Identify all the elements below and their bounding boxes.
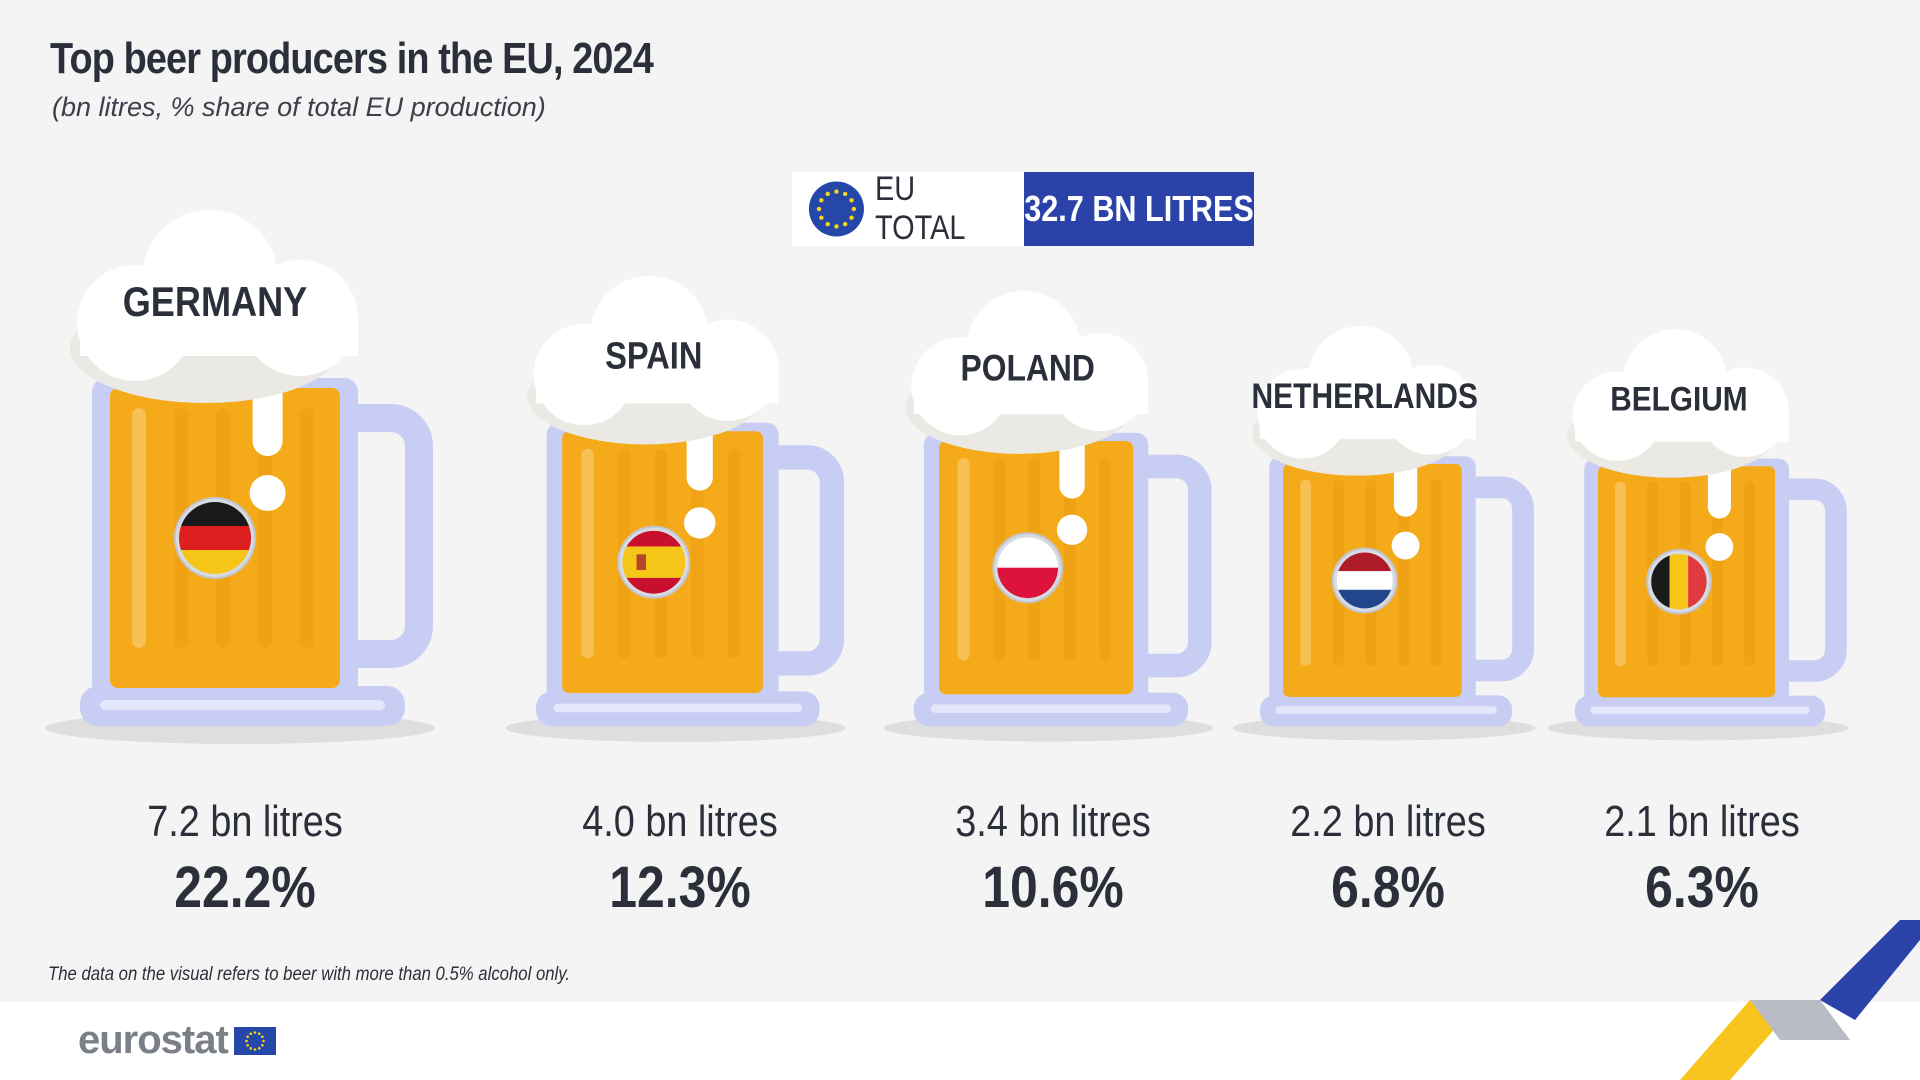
beer-mug-chart: GERMANY 7.2 bn litres 22.2% SPAIN 4.0 bn lit… xyxy=(45,210,1849,920)
mug-handle xyxy=(346,404,433,668)
mug-base-highlight xyxy=(930,704,1172,713)
country-label: NETHERLANDS xyxy=(1252,377,1478,416)
eu-star xyxy=(260,1034,264,1038)
eu-star xyxy=(825,191,830,197)
eu-flag-icon xyxy=(233,1026,276,1055)
eurostat-logo-text: eurostat xyxy=(78,1018,229,1062)
value-label: 4.0 bn litres xyxy=(582,796,778,845)
eu-star xyxy=(249,1046,252,1050)
share-label: 22.2% xyxy=(174,856,315,920)
mug-handle xyxy=(1138,454,1212,678)
eu-star xyxy=(819,215,824,220)
foam-bubble xyxy=(1056,514,1088,545)
value-label: 2.1 bn litres xyxy=(1604,796,1800,845)
foam-band xyxy=(80,318,358,356)
eu-star xyxy=(245,1039,248,1042)
foam-bubble xyxy=(1705,533,1734,561)
value-label: 2.2 bn litres xyxy=(1290,796,1486,845)
eu-star xyxy=(834,224,839,229)
eu-star xyxy=(253,1047,257,1051)
eu-star xyxy=(260,1043,264,1047)
eu-star xyxy=(816,206,822,212)
beer-stripe xyxy=(1744,481,1756,667)
foam-bubble xyxy=(1391,531,1420,560)
beer-stripe xyxy=(1099,458,1112,661)
mug-base-highlight xyxy=(1590,706,1810,715)
mug-handle xyxy=(1779,478,1847,682)
eu-star xyxy=(262,1039,265,1042)
country-label: BELGIUM xyxy=(1610,380,1747,419)
beer-stripe xyxy=(957,458,970,661)
mug-base-highlight xyxy=(100,700,385,710)
eu-total-value-box: 32.7 BN LITRES xyxy=(1024,172,1254,246)
mug-handle xyxy=(1466,476,1534,682)
eu-flag-icon xyxy=(808,181,864,237)
mug-handle xyxy=(768,445,845,676)
beer-stripe xyxy=(1430,479,1442,666)
chart-subtitle: (bn litres, % share of total EU producti… xyxy=(52,92,546,122)
mug-base-highlight xyxy=(1275,706,1497,715)
eu-star xyxy=(834,189,839,194)
beer-mug-netherlands: NETHERLANDS xyxy=(1232,325,1536,741)
eu-star xyxy=(246,1034,249,1038)
beer-mug-poland: POLAND xyxy=(884,291,1214,742)
netherlands-flag-icon xyxy=(1336,552,1393,609)
chart-title: Top beer producers in the EU, 2024 xyxy=(50,34,654,83)
share-label: 10.6% xyxy=(982,856,1123,920)
beer-stripe xyxy=(1398,479,1409,666)
beer-stripe xyxy=(258,408,272,648)
foam-band xyxy=(536,370,779,404)
eu-star xyxy=(257,1046,261,1050)
eu-star xyxy=(257,1031,261,1035)
foam-band xyxy=(913,382,1149,415)
eu-star xyxy=(253,1030,257,1034)
foam-band xyxy=(1259,409,1476,440)
beer-mug-spain: SPAIN xyxy=(505,275,846,742)
beer-stripe xyxy=(132,408,146,648)
belgium-flag-icon xyxy=(1651,553,1707,610)
eu-total-badge: EU TOTAL 32.7 BN LITRES xyxy=(792,170,1254,247)
mug-base-highlight xyxy=(553,703,803,713)
beer-mug-germany: GERMANY xyxy=(45,210,435,744)
beer-stripe xyxy=(727,448,741,659)
beer-stripe xyxy=(1300,479,1312,666)
eu-total-value: 32.7 BN LITRES xyxy=(1024,188,1254,229)
share-label: 6.8% xyxy=(1331,856,1445,920)
eu-star xyxy=(825,221,830,227)
foam-bubble xyxy=(684,507,716,539)
eu-total-label: EU TOTAL xyxy=(874,170,966,247)
value-label: 3.4 bn litres xyxy=(955,796,1151,845)
beer-stripe xyxy=(300,408,314,648)
share-label: 6.3% xyxy=(1645,856,1759,920)
eu-star xyxy=(842,221,848,227)
share-label: 12.3% xyxy=(609,856,750,920)
country-label: POLAND xyxy=(961,348,1095,389)
beer-stripe xyxy=(581,448,594,659)
footer-band xyxy=(0,1002,1920,1080)
germany-flag-icon xyxy=(179,502,251,574)
eu-star xyxy=(246,1043,249,1047)
eu-star xyxy=(851,206,857,212)
eu-star xyxy=(249,1031,252,1035)
foam-bubble xyxy=(249,475,286,511)
country-label: GERMANY xyxy=(123,280,308,326)
eurostat-logo: eurostat xyxy=(78,1018,276,1063)
beer-stripe xyxy=(1712,481,1723,667)
beer-mug-belgium: BELGIUM xyxy=(1547,329,1849,741)
eu-star xyxy=(842,191,848,197)
footnote: The data on the visual refers to beer wi… xyxy=(48,964,571,985)
eu-total-label-box: EU TOTAL xyxy=(792,170,1024,247)
eu-star xyxy=(849,215,854,220)
country-label: SPAIN xyxy=(605,335,702,377)
value-label: 7.2 bn litres xyxy=(147,796,343,845)
eu-star xyxy=(849,198,854,203)
corner-decoration xyxy=(1680,920,1920,1080)
beer-stripe xyxy=(691,448,704,659)
eu-star xyxy=(819,198,824,203)
beer-stripe xyxy=(1063,458,1076,661)
foam-band xyxy=(1574,412,1790,442)
beer-stripe xyxy=(1614,481,1626,667)
